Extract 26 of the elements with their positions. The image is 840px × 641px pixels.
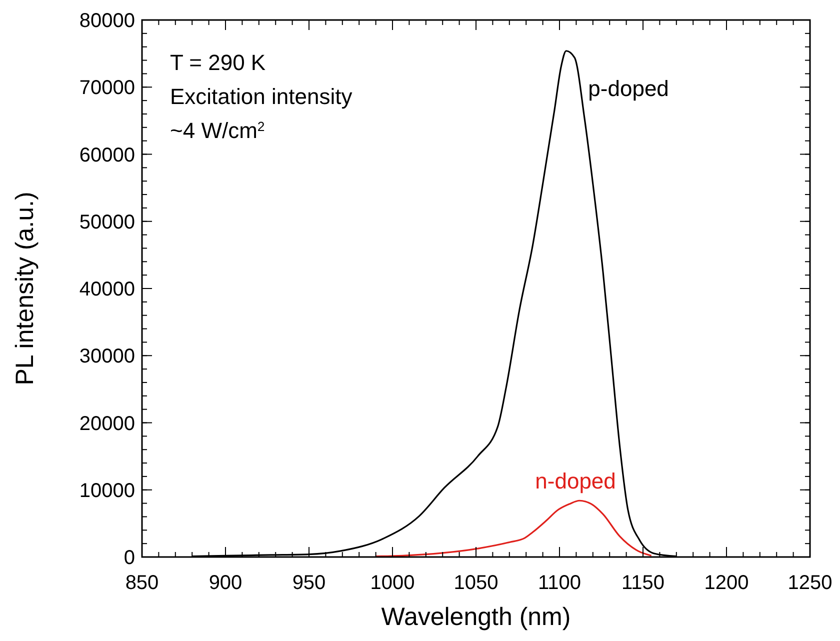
y-tick-label: 50000 — [79, 211, 135, 234]
line-series — [375, 500, 652, 558]
y-tick-label: 80000 — [79, 10, 135, 32]
series-label: n-doped — [535, 468, 616, 494]
series-label: p-doped — [588, 76, 669, 101]
y-tick-label: 20000 — [79, 412, 135, 435]
y-tick-label: 70000 — [79, 77, 135, 100]
x-tick-label: 850 — [125, 572, 159, 594]
x-tick-label: 1100 — [538, 572, 582, 594]
x-tick-label: 900 — [208, 572, 242, 594]
x-tick-label: 1250 — [788, 572, 832, 594]
y-tick-label: 40000 — [79, 278, 135, 300]
y-tick-label: 0 — [124, 547, 135, 569]
x-tick-label: 1200 — [704, 572, 749, 594]
annotation: ~4 W/cm$^{2}$ — [170, 118, 265, 143]
annotation: T = 290 K — [170, 50, 266, 75]
x-tick-label: 950 — [292, 572, 326, 594]
x-tick-label: 1000 — [370, 572, 415, 594]
y-tick-label: 60000 — [79, 144, 135, 166]
y-tick-label: 30000 — [79, 346, 135, 368]
x-axis-title: Wavelength (nm) — [381, 603, 571, 631]
y-tick-label: 10000 — [79, 480, 135, 502]
x-tick-label: 1150 — [621, 572, 665, 594]
y-axis-title: PL intensity (a.u.) — [11, 192, 39, 386]
x-tick-label: 1050 — [454, 572, 498, 594]
annotation: Excitation intensity — [170, 84, 352, 109]
